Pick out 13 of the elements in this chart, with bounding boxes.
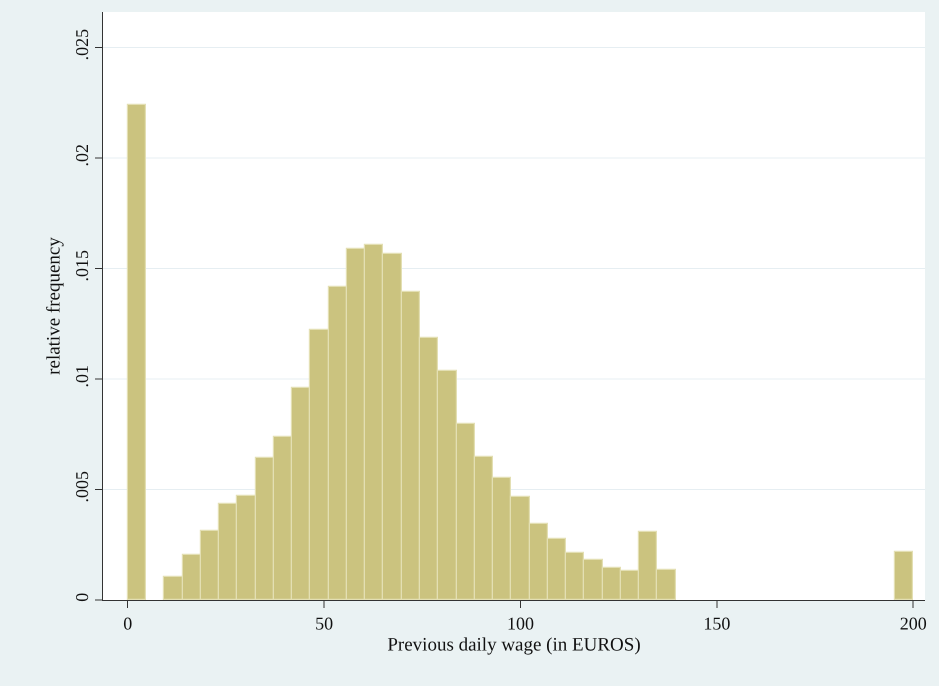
x-axis-title: Previous daily wage (in EUROS) (387, 634, 641, 656)
y-tick-label: .015 (72, 250, 92, 282)
y-tick-label: .01 (72, 365, 92, 388)
y-tick-label: 0 (72, 592, 92, 602)
x-tick-label: 200 (900, 614, 927, 634)
y-tick-label: .025 (72, 28, 92, 60)
x-tick-label: 0 (123, 614, 132, 634)
y-tick-label: .005 (72, 471, 92, 503)
x-tick-label: 150 (703, 614, 730, 634)
x-tick-label: 100 (506, 614, 534, 634)
x-tick-label: 50 (315, 614, 334, 634)
y-tick-label: .02 (72, 144, 92, 166)
y-axis-title: relative frequency (44, 236, 65, 375)
